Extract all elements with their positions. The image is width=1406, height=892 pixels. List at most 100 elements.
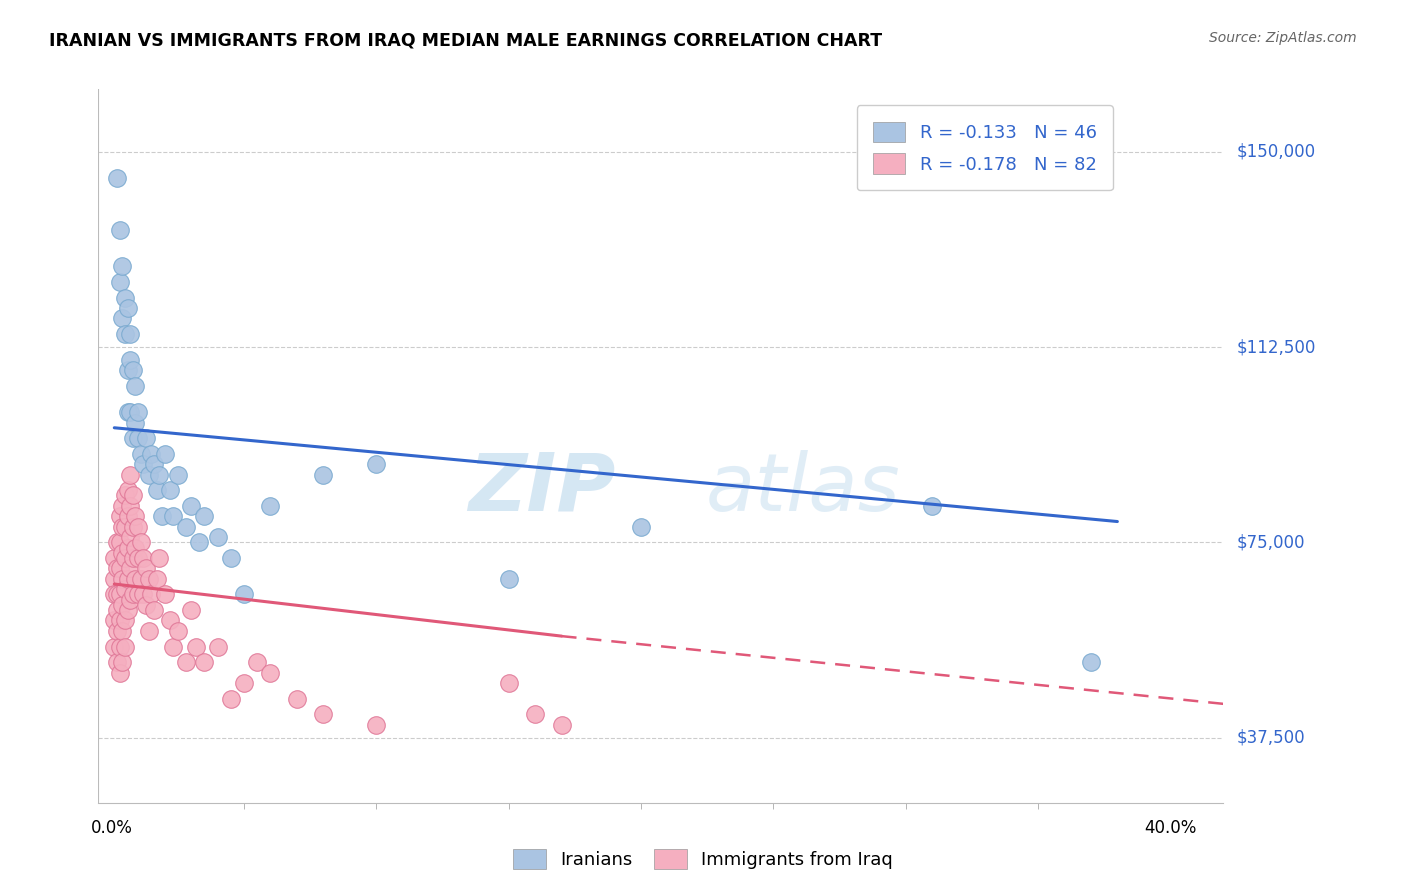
- Point: [120, 530, 142, 544]
- Text: IRANIAN VS IMMIGRANTS FROM IRAQ MEDIAN MALE EARNINGS CORRELATION CHART: IRANIAN VS IMMIGRANTS FROM IRAQ MEDIAN M…: [49, 31, 883, 49]
- Point: [207, 530, 229, 544]
- Point: [124, 509, 146, 524]
- Point: [148, 467, 170, 482]
- Point: [111, 598, 134, 612]
- Point: [108, 614, 131, 628]
- Point: [108, 509, 131, 524]
- Point: [120, 499, 142, 513]
- Text: $150,000: $150,000: [1237, 143, 1316, 161]
- Point: [1080, 655, 1102, 669]
- Text: $75,000: $75,000: [1237, 533, 1306, 551]
- Point: [103, 614, 125, 628]
- Point: [108, 275, 131, 289]
- Point: [105, 655, 128, 669]
- Point: [366, 717, 388, 731]
- Point: [120, 326, 142, 341]
- Point: [138, 624, 160, 638]
- Point: [312, 707, 335, 722]
- Point: [103, 587, 125, 601]
- Point: [124, 379, 146, 393]
- Point: [127, 587, 149, 601]
- Point: [166, 467, 188, 482]
- Point: [120, 405, 142, 419]
- Text: Source: ZipAtlas.com: Source: ZipAtlas.com: [1209, 31, 1357, 45]
- Point: [114, 520, 136, 534]
- Point: [143, 457, 166, 471]
- Point: [103, 572, 125, 586]
- Point: [246, 655, 269, 669]
- Point: [135, 598, 157, 612]
- Point: [105, 170, 128, 185]
- Point: [174, 655, 197, 669]
- Point: [105, 535, 128, 549]
- Point: [120, 467, 142, 482]
- Point: [114, 640, 136, 654]
- Point: [219, 691, 242, 706]
- Point: [108, 587, 131, 601]
- Point: [129, 447, 152, 461]
- Point: [150, 509, 173, 524]
- Point: [259, 665, 281, 680]
- Point: [117, 405, 139, 419]
- Point: [285, 691, 308, 706]
- Point: [121, 551, 143, 566]
- Point: [111, 311, 134, 326]
- Point: [259, 499, 281, 513]
- Point: [111, 546, 134, 560]
- Point: [111, 520, 134, 534]
- Point: [153, 447, 176, 461]
- Point: [114, 488, 136, 502]
- Point: [162, 509, 184, 524]
- Point: [108, 561, 131, 575]
- Text: atlas: atlas: [706, 450, 901, 528]
- Point: [180, 499, 202, 513]
- Point: [148, 551, 170, 566]
- Point: [159, 483, 181, 498]
- Point: [145, 572, 167, 586]
- Point: [111, 260, 134, 274]
- Point: [143, 603, 166, 617]
- Text: ZIP: ZIP: [468, 450, 616, 528]
- Point: [105, 603, 128, 617]
- Point: [111, 624, 134, 638]
- Point: [117, 363, 139, 377]
- Point: [103, 551, 125, 566]
- Point: [498, 676, 520, 690]
- Point: [129, 572, 152, 586]
- Point: [124, 416, 146, 430]
- Point: [219, 551, 242, 566]
- Point: [117, 603, 139, 617]
- Point: [132, 457, 155, 471]
- Point: [153, 587, 176, 601]
- Point: [524, 707, 547, 722]
- Point: [117, 572, 139, 586]
- Point: [127, 551, 149, 566]
- Point: [120, 592, 142, 607]
- Point: [114, 614, 136, 628]
- Point: [108, 535, 131, 549]
- Point: [129, 535, 152, 549]
- Point: [193, 509, 215, 524]
- Point: [121, 431, 143, 445]
- Point: [111, 499, 134, 513]
- Point: [141, 447, 163, 461]
- Point: [186, 640, 208, 654]
- Point: [127, 520, 149, 534]
- Point: [180, 603, 202, 617]
- Point: [159, 614, 181, 628]
- Point: [233, 587, 256, 601]
- Point: [141, 587, 163, 601]
- Point: [207, 640, 229, 654]
- Point: [127, 431, 149, 445]
- Point: [193, 655, 215, 669]
- Point: [105, 624, 128, 638]
- Point: [108, 640, 131, 654]
- Point: [120, 353, 142, 368]
- Point: [145, 483, 167, 498]
- Point: [132, 587, 155, 601]
- Point: [162, 640, 184, 654]
- Point: [117, 541, 139, 555]
- Point: [550, 717, 572, 731]
- Text: $112,500: $112,500: [1237, 338, 1316, 356]
- Point: [127, 405, 149, 419]
